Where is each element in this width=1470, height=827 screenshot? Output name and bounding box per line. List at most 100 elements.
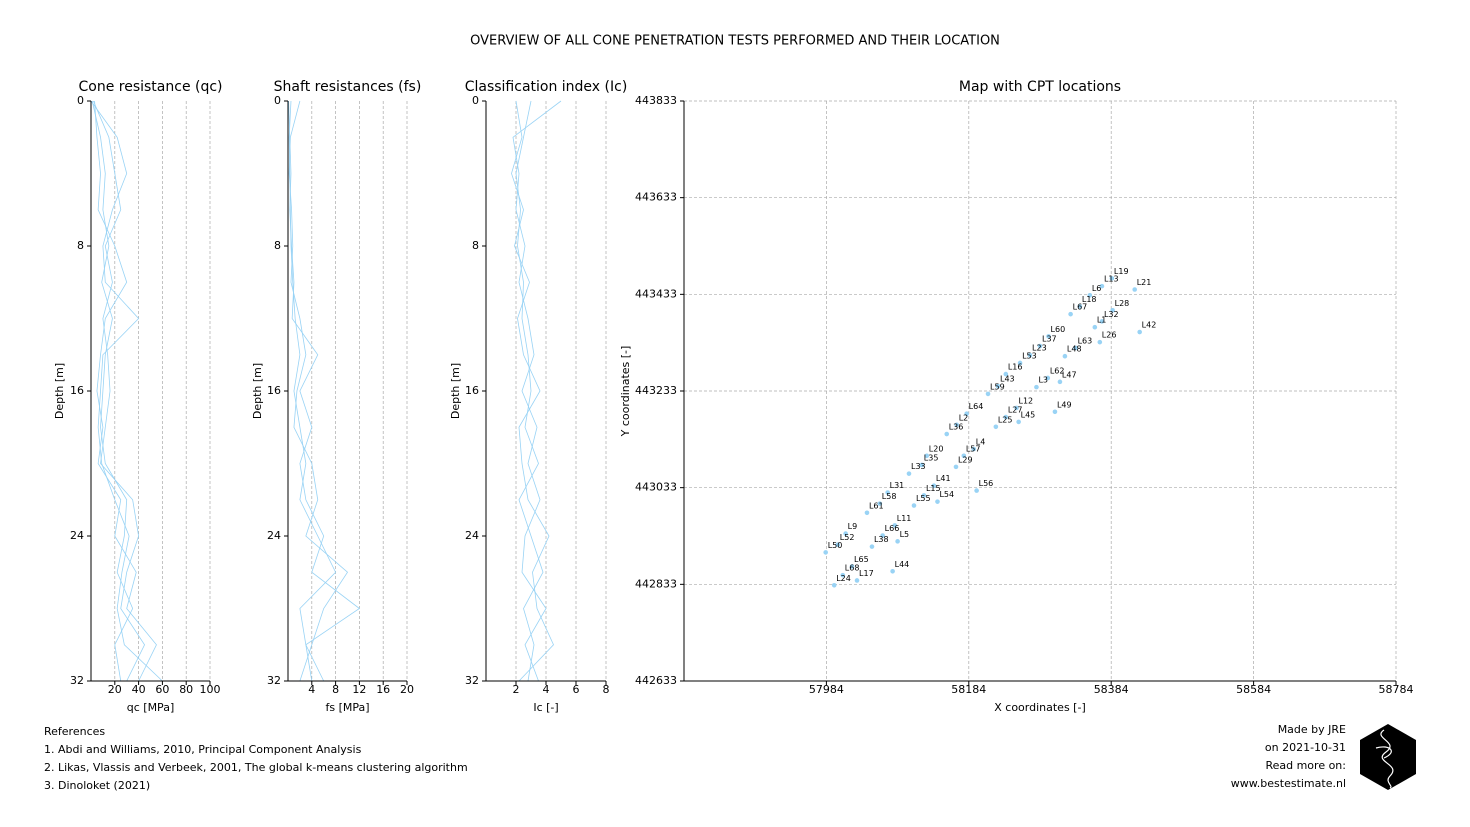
cpt-point (921, 493, 927, 498)
page-title: OVERVIEW OF ALL CONE PENETRATION TESTS P… (470, 34, 1000, 49)
cpt-label: L16 (1008, 363, 1023, 372)
reference: 2. Likas, Vlassis and Verbeek, 2001, The… (44, 761, 468, 774)
x-tick-label: 57984 (809, 683, 844, 696)
trace (288, 100, 349, 682)
cpt-label: L57 (966, 444, 981, 453)
trace (90, 100, 163, 682)
cpt-point (1087, 293, 1093, 298)
y-tick-label: 32 (267, 674, 281, 687)
cpt-point (1057, 379, 1063, 385)
y-tick-label: 0 (472, 94, 479, 107)
cpt-point (964, 411, 969, 417)
logo (1360, 724, 1416, 790)
cpt-label: L52 (840, 533, 855, 542)
cpt-label: L56 (979, 479, 994, 488)
y-tick-label: 443033 (635, 481, 677, 494)
trace (93, 100, 146, 682)
cpt-point (1109, 276, 1115, 281)
cpt-point (1014, 405, 1019, 411)
y-tick-label: 16 (465, 384, 479, 397)
cpt-point (1092, 324, 1098, 330)
cpt-point (961, 453, 967, 459)
y-tick-label: 442833 (635, 577, 677, 590)
cpt-label: L50 (828, 541, 843, 550)
cpt-point (1037, 343, 1043, 349)
cpt-label: L26 (1102, 331, 1117, 340)
cpt-point (1045, 375, 1051, 381)
y-tick-label: 8 (77, 239, 84, 252)
cpt-point (895, 539, 900, 544)
cpt-point (843, 531, 848, 536)
panel-title: Map with CPT locations (959, 79, 1121, 95)
y-axis-label: Depth [m] (53, 363, 66, 419)
x-axis-label: qc [MPa] (127, 701, 174, 714)
x-tick-label: 100 (200, 683, 221, 696)
cpt-point (869, 544, 875, 549)
x-axis-label: fs [MPa] (325, 701, 369, 714)
credit: on 2021-10-31 (1265, 741, 1346, 754)
x-tick-label: 60 (155, 683, 169, 696)
cpt-label: L63 (1078, 336, 1093, 345)
cpt-label: L62 (1050, 366, 1065, 375)
cpt-point (1097, 339, 1103, 345)
cpt-point (1034, 384, 1039, 390)
cpt-label: L55 (916, 494, 931, 503)
trace (288, 100, 361, 682)
y-tick-label: 24 (465, 529, 479, 542)
x-tick-label: 4 (543, 683, 550, 696)
cpt-point (1073, 345, 1078, 351)
cpt-label: L18 (1082, 295, 1097, 304)
cpt-label: L25 (998, 415, 1013, 424)
y-tick-label: 443433 (635, 287, 677, 300)
cpt-label: L59 (990, 382, 1005, 391)
trace (512, 100, 562, 682)
x-tick-label: 58784 (1379, 683, 1414, 696)
cpt-point (1003, 414, 1009, 420)
cpt-label: L9 (848, 522, 858, 531)
x-tick-label: 6 (573, 683, 580, 696)
x-tick-label: 4 (308, 683, 315, 696)
y-tick-label: 32 (465, 674, 479, 687)
cpt-point (840, 572, 846, 578)
cpt-point (1046, 334, 1051, 339)
cpt-point (823, 550, 828, 555)
x-tick-label: 16 (376, 683, 390, 696)
cpt-label: L60 (1051, 325, 1066, 334)
x-tick-label: 2 (513, 683, 520, 696)
y-tick-label: 0 (274, 94, 281, 107)
reference: 3. Dinoloket (2021) (44, 779, 150, 792)
cpt-point (1110, 307, 1115, 313)
cpt-point (1099, 283, 1105, 289)
cpt-label: L68 (845, 564, 860, 573)
cpt-point (864, 510, 870, 516)
x-tick-label: 12 (352, 683, 366, 696)
y-tick-label: 8 (472, 239, 479, 252)
cpt-point (931, 483, 937, 489)
y-tick-label: 443833 (635, 94, 677, 107)
y-tick-label: 16 (70, 384, 84, 397)
cpt-point (1027, 352, 1033, 358)
y-tick-label: 24 (70, 529, 84, 542)
cpt-label: L13 (1104, 275, 1119, 284)
x-tick-label: 80 (179, 683, 193, 696)
credit: Read more on: (1265, 759, 1346, 772)
cpt-point (880, 533, 885, 538)
x-tick-label: 20 (108, 683, 122, 696)
reference: 1. Abdi and Williams, 2010, Principal Co… (44, 743, 362, 756)
cpt-point (892, 523, 898, 528)
cpt-point (935, 499, 940, 504)
cpt-label: L48 (1067, 345, 1082, 354)
cpt-label: L44 (895, 560, 910, 569)
cpt-label: L33 (911, 462, 926, 471)
cpt-label: L23 (1032, 344, 1047, 353)
cpt-point (1068, 311, 1073, 317)
cpt-point (1132, 287, 1137, 292)
trace (288, 100, 337, 682)
cpt-label: L35 (924, 453, 939, 462)
cpt-point (924, 453, 930, 459)
cpt-label: L37 (1042, 335, 1057, 344)
cpt-label: L5 (900, 530, 910, 539)
trace (511, 100, 554, 682)
cpt-point (971, 446, 977, 452)
